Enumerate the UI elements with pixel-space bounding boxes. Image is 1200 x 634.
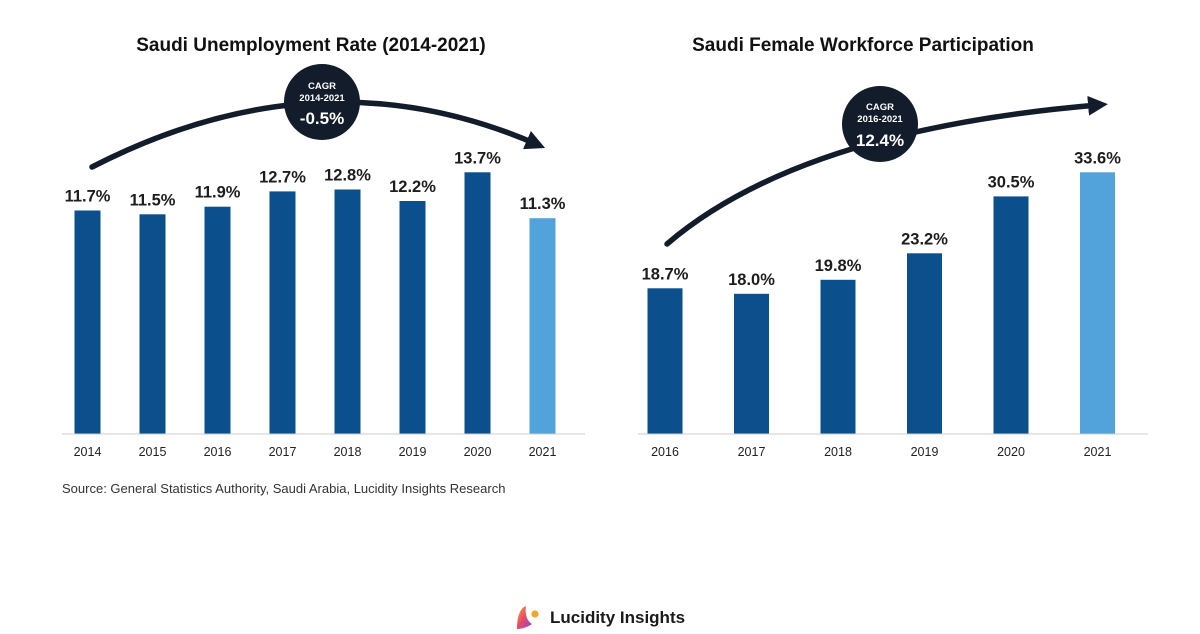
- brand-footer: Lucidity Insights: [512, 602, 685, 634]
- unemployment-value-label-2020: 13.7%: [454, 149, 501, 167]
- female-workforce-chart-title: Saudi Female Workforce Participation: [692, 35, 1034, 56]
- unemployment-bar-2018: [334, 189, 361, 434]
- female-workforce-value-label-2016: 18.7%: [642, 265, 689, 283]
- female-workforce-value-label-2021: 33.6%: [1074, 149, 1121, 167]
- unemployment-cagr-label: CAGR: [308, 81, 336, 92]
- female-workforce-x-tick-2017: 2017: [738, 445, 766, 459]
- unemployment-bar-2016: [204, 206, 231, 434]
- female-workforce-value-label-2019: 23.2%: [901, 230, 948, 248]
- female-workforce-trend-arrow: [664, 95, 1108, 247]
- unemployment-chart-title: Saudi Unemployment Rate (2014-2021): [136, 35, 486, 56]
- lucidity-logo-icon: [517, 606, 539, 629]
- female-workforce-bar-2019: [907, 253, 942, 434]
- unemployment-value-label-2016: 11.9%: [195, 184, 241, 202]
- unemployment-x-tick-2016: 2016: [204, 445, 232, 459]
- female-workforce-bar-2016: [647, 288, 683, 434]
- female-workforce-cagr-value: 12.4%: [856, 131, 904, 150]
- unemployment-x-tick-2019: 2019: [399, 445, 427, 459]
- female-workforce-x-tick-2016: 2016: [651, 445, 679, 459]
- unemployment-x-tick-2020: 2020: [464, 445, 492, 459]
- female-workforce-bar-2018: [820, 279, 856, 434]
- unemployment-bar-2021: [529, 218, 556, 434]
- unemployment-bars: 11.7% 2014 11.5% 2015 11.9% 2016 12.7% 2017 12.8…: [65, 149, 566, 459]
- female-workforce-x-tick-2019: 2019: [911, 445, 939, 459]
- female-workforce-cagr-period: 2016-2021: [857, 114, 903, 125]
- female-workforce-bar-2020: [993, 196, 1029, 434]
- unemployment-bar-2017: [269, 191, 296, 434]
- female-workforce-value-label-2018: 19.8%: [815, 257, 862, 275]
- unemployment-x-tick-2017: 2017: [269, 445, 297, 459]
- female-workforce-x-tick-2021: 2021: [1084, 445, 1112, 459]
- unemployment-x-tick-2021: 2021: [529, 445, 557, 459]
- unemployment-value-label-2015: 11.5%: [130, 191, 176, 209]
- female-workforce-bar-2017: [734, 293, 769, 434]
- female-workforce-cagr-badge-circle: [842, 86, 918, 162]
- unemployment-cagr-value: -0.5%: [300, 109, 344, 128]
- female-workforce-bar-2021: [1080, 172, 1115, 435]
- female-workforce-value-label-2017: 18.0%: [728, 271, 775, 289]
- unemployment-value-label-2021: 11.3%: [520, 195, 566, 213]
- female-workforce-cagr-badge: CAGR 2016-2021 12.4%: [842, 86, 918, 162]
- unemployment-bar-2019: [399, 201, 426, 434]
- unemployment-bar-2014: [74, 210, 101, 434]
- female-workforce-x-tick-2020: 2020: [997, 445, 1025, 459]
- source-note: Source: General Statistics Authority, Sa…: [62, 481, 506, 496]
- unemployment-value-label-2018: 12.8%: [324, 167, 371, 185]
- brand-name: Lucidity Insights: [550, 608, 686, 627]
- unemployment-value-label-2017: 12.7%: [259, 168, 306, 186]
- female-workforce-cagr-label: CAGR: [866, 102, 894, 113]
- female-workforce-value-label-2020: 30.5%: [988, 173, 1035, 191]
- unemployment-cagr-badge-circle: [284, 64, 360, 140]
- unemployment-x-tick-2014: 2014: [74, 445, 102, 459]
- unemployment-cagr-badge: CAGR 2014-2021 -0.5%: [284, 64, 360, 140]
- female-workforce-bars: 18.7% 2016 18.0% 2017 19.8% 2018 23.2% 2019 30.5…: [642, 149, 1122, 459]
- female-workforce-x-tick-2018: 2018: [824, 445, 852, 459]
- unemployment-bar-2015: [139, 214, 166, 434]
- unemployment-x-tick-2018: 2018: [334, 445, 362, 459]
- unemployment-value-label-2014: 11.7%: [65, 188, 111, 206]
- unemployment-value-label-2019: 12.2%: [389, 178, 436, 196]
- female-workforce-chart: Saudi Female Workforce Participation 18.…: [638, 35, 1148, 459]
- unemployment-bar-2020: [464, 172, 491, 435]
- unemployment-cagr-period: 2014-2021: [299, 93, 345, 104]
- unemployment-x-tick-2015: 2015: [139, 445, 167, 459]
- unemployment-chart: Saudi Unemployment Rate (2014-2021) 11.7…: [62, 35, 585, 459]
